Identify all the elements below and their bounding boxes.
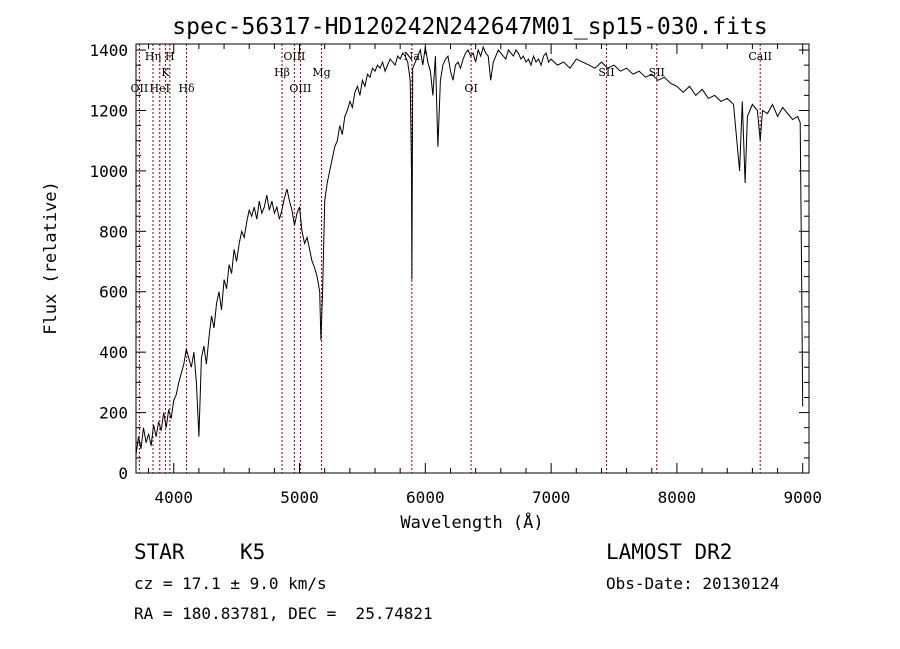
line-label-11: OI xyxy=(464,82,477,95)
x-tick-label-1: 5000 xyxy=(280,488,319,507)
line-label-12: SII xyxy=(598,66,614,79)
spectral-subclass: K5 xyxy=(240,540,266,564)
coordinates: RA = 180.83781, DEC = 25.74821 xyxy=(134,604,433,623)
line-label-13: SII xyxy=(649,66,665,79)
y-tick-label-5: 1000 xyxy=(89,162,128,181)
y-tick-label-7: 1400 xyxy=(89,41,128,60)
x-tick-label-4: 8000 xyxy=(658,488,697,507)
redshift-velocity: cz = 17.1 ± 9.0 km/s xyxy=(134,574,327,593)
observation-date: Obs-Date: 20130124 xyxy=(606,574,780,593)
line-label-3: K xyxy=(161,66,170,79)
spectral-line-markers xyxy=(138,44,761,473)
y-tick-label-2: 400 xyxy=(99,343,128,362)
line-label-1: Hη xyxy=(145,50,161,63)
y-axis-label: Flux (relative) xyxy=(41,181,61,335)
spectrum-chart: spec-56317-HD120242N242647M01_sp15-030.f… xyxy=(41,14,822,533)
y-tick-label-1: 200 xyxy=(99,404,128,423)
line-label-14: CaII xyxy=(748,50,772,63)
chart-title: spec-56317-HD120242N242647M01_sp15-030.f… xyxy=(172,14,767,40)
y-tick-label-3: 600 xyxy=(99,283,128,302)
y-tick-label-4: 800 xyxy=(99,222,128,241)
x-tick-label-2: 6000 xyxy=(406,488,445,507)
line-label-5: Hδ xyxy=(178,82,195,95)
line-label-4: H xyxy=(165,50,175,63)
x-tick-label-5: 9000 xyxy=(783,488,822,507)
spectrum-line xyxy=(135,45,804,455)
x-axis-label: Wavelength (Å) xyxy=(400,511,543,533)
y-axis-ticks: 0 200 400 600 800 1000 1200 1400 xyxy=(89,41,809,483)
x-tick-label-3: 7000 xyxy=(532,488,571,507)
line-label-6: Hβ xyxy=(274,66,290,79)
line-label-8: OIII xyxy=(289,82,311,95)
x-axis-ticks: 4000 5000 6000 7000 8000 9000 xyxy=(148,44,822,507)
y-tick-label-6: 1200 xyxy=(89,101,128,120)
survey-name: LAMOST DR2 xyxy=(606,540,733,564)
line-label-2: HeI xyxy=(150,82,170,95)
line-label-0: OII xyxy=(131,82,149,95)
object-type: STAR xyxy=(134,540,185,564)
line-label-7: OIII xyxy=(283,50,305,63)
line-label-9: Mg xyxy=(312,66,330,79)
y-tick-label-0: 0 xyxy=(118,464,128,483)
x-tick-label-0: 4000 xyxy=(154,488,193,507)
plot-frame xyxy=(135,43,810,474)
